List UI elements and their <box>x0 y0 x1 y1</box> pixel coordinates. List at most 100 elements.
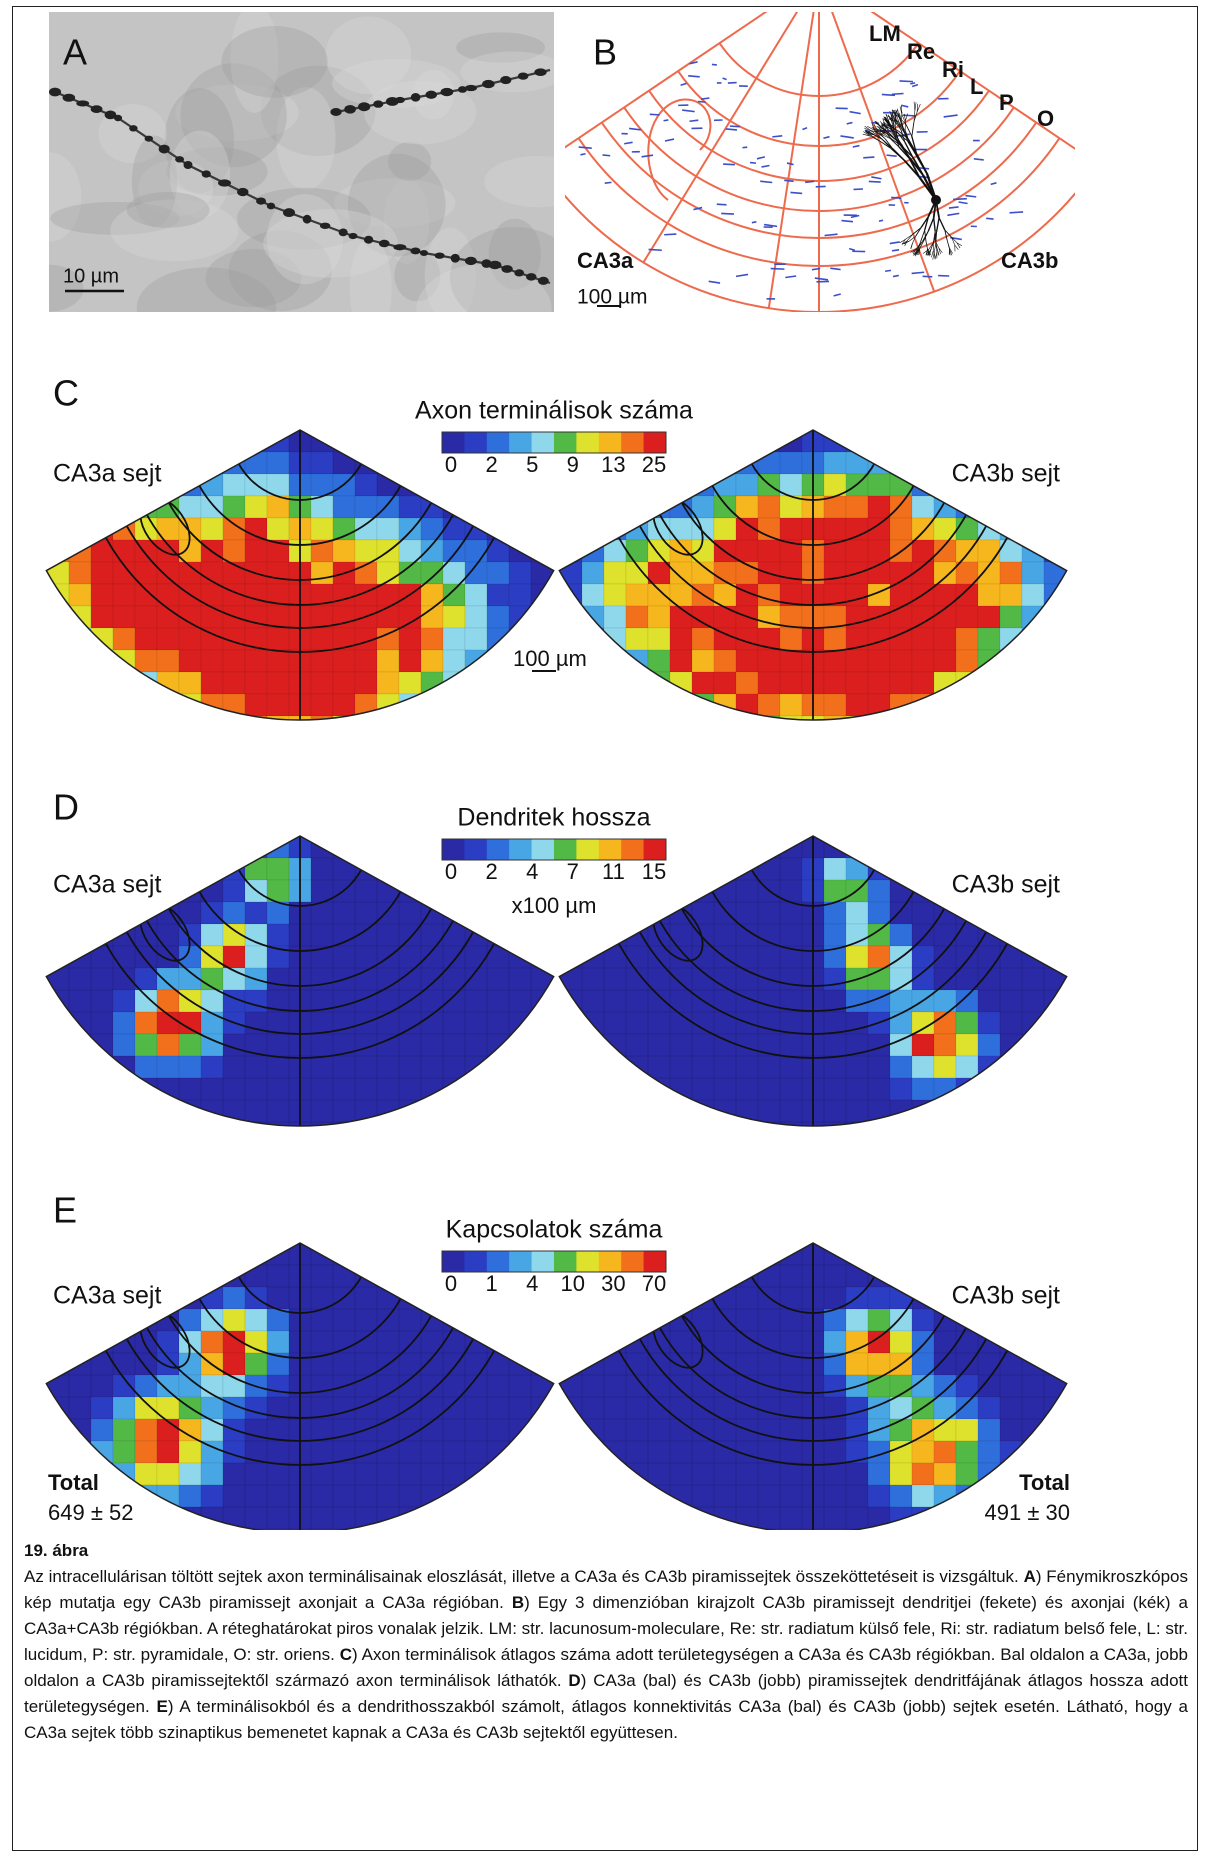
heatmap-cell <box>604 1078 626 1100</box>
heatmap-cell <box>626 1485 648 1507</box>
colorbar-tick-label: 5 <box>526 452 538 477</box>
scale-bar-label: 100 µm <box>577 286 647 309</box>
heatmap-cell <box>25 716 47 738</box>
heatmap-cell <box>553 946 575 968</box>
heatmap-cell <box>91 1507 113 1529</box>
heatmap-cell <box>560 1100 582 1122</box>
heatmap-cell <box>912 606 934 628</box>
heatmap-cell <box>582 518 604 540</box>
heatmap-cell <box>604 1056 626 1078</box>
heatmap-cell <box>377 430 399 452</box>
heatmap-cell <box>560 1507 582 1529</box>
heatmap-cell <box>553 1012 575 1034</box>
heatmap-cell <box>1066 1507 1088 1529</box>
colorbar-swatch <box>599 839 622 860</box>
heatmap-cell <box>626 902 648 924</box>
heatmap-cell <box>25 584 47 606</box>
heatmap-cell <box>465 1078 487 1100</box>
heatmap-cell <box>135 650 157 672</box>
heatmap-cell <box>487 1056 509 1078</box>
heatmap-cell <box>91 606 113 628</box>
heatmap-cell <box>890 452 912 474</box>
axon-segment <box>757 157 765 159</box>
heatmap-cell <box>1066 1056 1088 1078</box>
colorbar-tick-label: 0 <box>445 1271 457 1296</box>
heatmap-cell <box>157 650 179 672</box>
heatmap-cell <box>890 1265 912 1287</box>
heatmap-cell <box>25 1243 47 1265</box>
heatmap-cell <box>267 1375 289 1397</box>
heatmap-cell <box>267 672 289 694</box>
heatmap-cell <box>1022 518 1044 540</box>
heatmap-cell <box>582 1529 604 1530</box>
scale-bar-label: 10 µm <box>63 265 119 287</box>
heatmap-cell <box>245 672 267 694</box>
heatmap-cell <box>538 1529 560 1530</box>
layer-label: O <box>1037 106 1054 131</box>
heatmap-cell <box>135 836 157 858</box>
heatmap-cell <box>311 606 333 628</box>
heatmap-cell <box>648 1529 670 1530</box>
axon-segment <box>752 222 757 223</box>
heatmap-cell <box>1066 584 1088 606</box>
cell-label: CA3b sejt <box>952 460 1060 488</box>
heatmap-cell <box>69 650 91 672</box>
colorbar-swatch <box>509 1251 532 1272</box>
heatmap-cell <box>912 716 934 738</box>
heatmap-cell <box>487 584 509 606</box>
heatmap-cell <box>912 1309 934 1331</box>
axon-segment <box>959 202 968 203</box>
heatmap-cell <box>912 1012 934 1034</box>
heatmap-cell <box>582 924 604 946</box>
heatmap-cell <box>1066 1265 1088 1287</box>
heatmap-cell <box>157 628 179 650</box>
axon-segment <box>650 114 660 115</box>
heatmap-cell <box>355 1243 377 1265</box>
heatmap-cell <box>47 1034 69 1056</box>
heatmap-cell <box>113 628 135 650</box>
layer-label: L <box>970 74 983 99</box>
heatmap-cell <box>1044 1309 1066 1331</box>
heatmap-cell <box>956 650 978 672</box>
varicosity <box>237 188 248 196</box>
heatmap-cell <box>868 1485 890 1507</box>
heatmap-cell <box>538 1485 560 1507</box>
heatmap-cell <box>47 1463 69 1485</box>
heatmap-cell <box>421 1243 443 1265</box>
heatmap-cell <box>1044 1331 1066 1353</box>
heatmap-cell <box>531 1331 553 1353</box>
heatmap-cell <box>868 1287 890 1309</box>
heatmap-cell <box>868 1463 890 1485</box>
heatmap-cell <box>25 1441 47 1463</box>
varicosity <box>175 156 184 162</box>
heatmap-cell <box>1044 1243 1066 1265</box>
heatmap-cell <box>421 716 443 738</box>
axon-segment <box>603 155 611 156</box>
heatmap-cell <box>47 518 69 540</box>
colorbar-tick-label: 0 <box>445 452 457 477</box>
heatmap-cell <box>868 496 890 518</box>
panel-a <box>15 3 593 355</box>
heatmap-cell <box>604 1463 626 1485</box>
axon-segment <box>771 269 785 270</box>
heatmap-cell <box>179 672 201 694</box>
axon-segment <box>701 98 709 99</box>
heatmap-cell <box>560 1463 582 1485</box>
colorbar-swatch <box>576 432 599 453</box>
heatmap-cell <box>978 694 1000 716</box>
heatmap-cell <box>1044 716 1066 738</box>
axon-segment <box>665 139 674 141</box>
heatmap-cell <box>1000 1078 1022 1100</box>
dendrite <box>937 218 939 232</box>
heatmap-cell <box>648 1507 670 1529</box>
heatmap-cell <box>135 1419 157 1441</box>
heatmap-cell <box>201 902 223 924</box>
heatmap-cell <box>714 716 736 738</box>
heatmap-cell <box>1044 518 1066 540</box>
region-label: CA3a <box>577 248 634 273</box>
heatmap-cell <box>531 496 553 518</box>
heatmap-cell <box>135 1034 157 1056</box>
heatmap-cell <box>91 562 113 584</box>
heatmap-cell <box>912 1529 934 1530</box>
heatmap-cell <box>1066 1419 1088 1441</box>
